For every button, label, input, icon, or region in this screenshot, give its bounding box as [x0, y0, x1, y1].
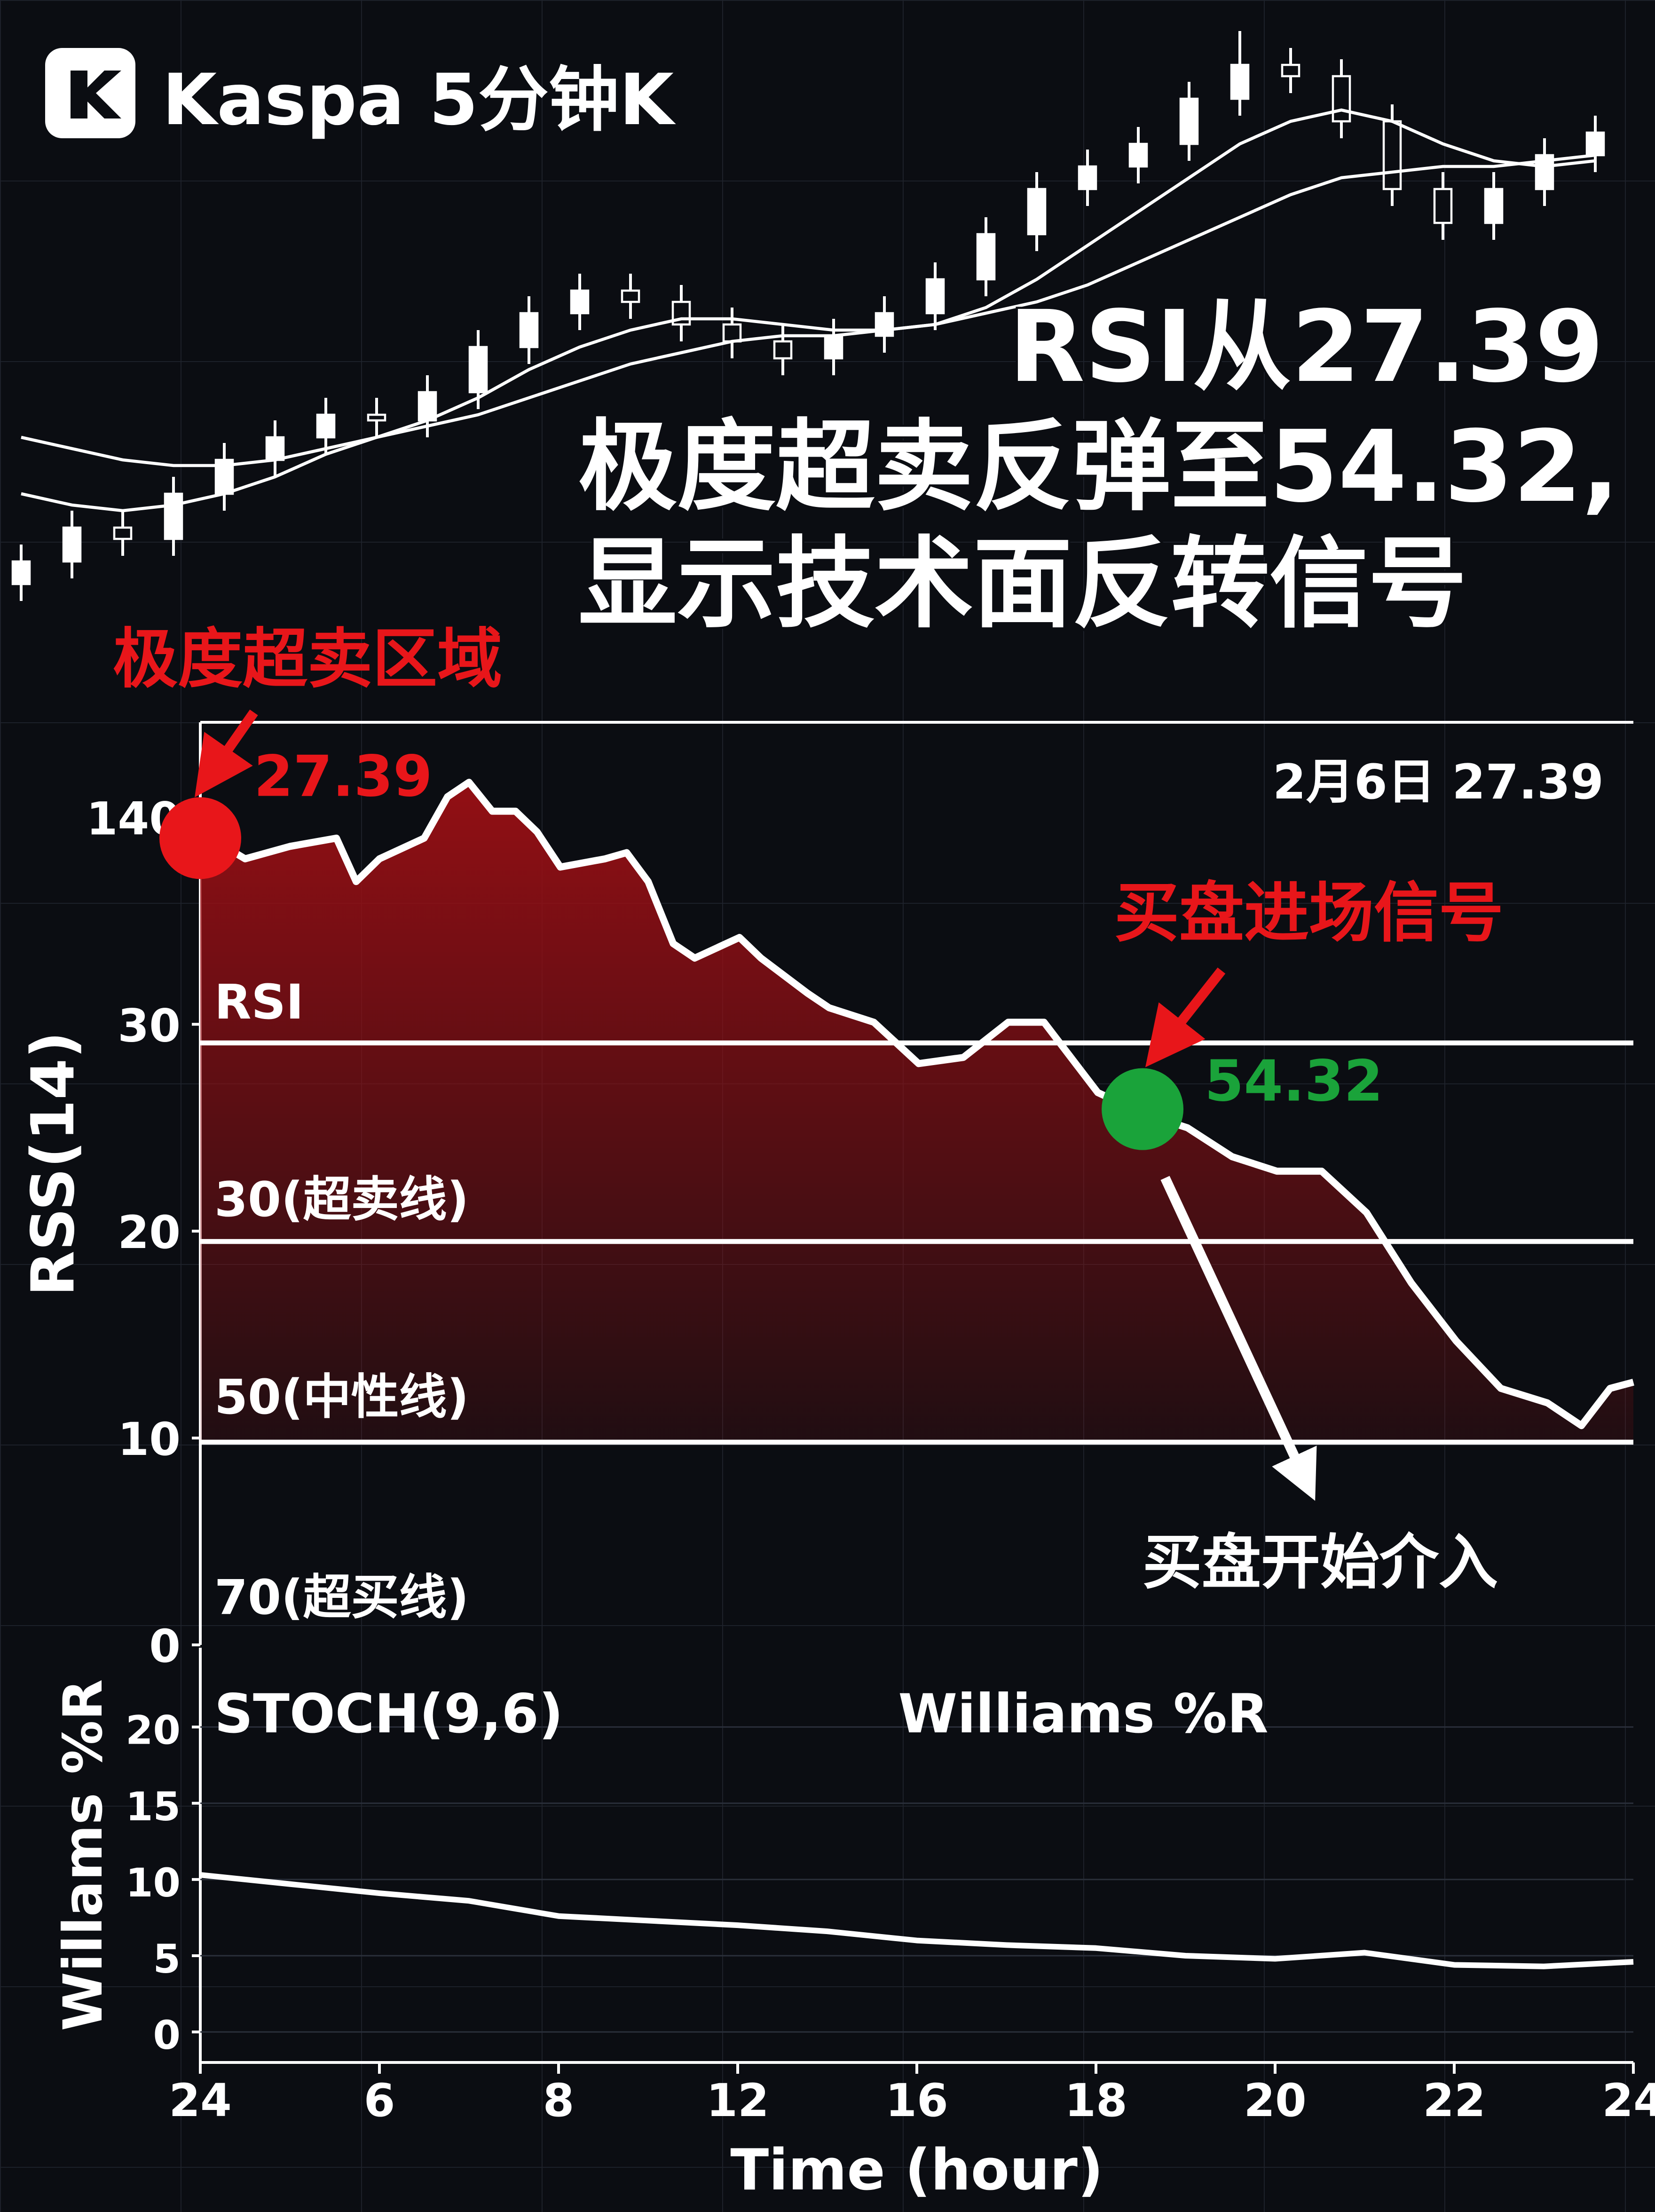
y-tick-label: 0	[153, 2012, 181, 2058]
candle-body	[164, 492, 183, 540]
moving-average	[21, 153, 1596, 467]
chart-title: Kaspa 5分钟K	[162, 59, 676, 141]
headline: 极度超卖反弹至54.32,	[578, 409, 1619, 524]
annotation: 50(中性线)	[214, 1369, 469, 1425]
y-tick-label: 30	[118, 999, 181, 1052]
candle-body	[1281, 63, 1300, 78]
candle-body	[722, 323, 742, 343]
candle-body	[1128, 142, 1148, 168]
x-tick-label: 6	[364, 2074, 395, 2127]
x-tick-label: 16	[885, 2074, 948, 2127]
signal-marker	[1102, 1068, 1184, 1150]
candle-body	[1179, 97, 1199, 145]
headline: RSI从27.39	[1009, 289, 1604, 404]
y-tick-label: 10	[118, 1413, 181, 1466]
x-tick-label: 12	[706, 2074, 769, 2127]
candle-body	[113, 526, 133, 540]
x-tick-label: 24	[1602, 2074, 1655, 2127]
y-tick-label: 0	[149, 1620, 181, 1673]
annotation: RSI	[214, 974, 304, 1030]
rsi-area	[200, 782, 1634, 1442]
annotation: 30(超卖线)	[214, 1172, 469, 1228]
annotation: STOCH(9,6)	[214, 1683, 563, 1745]
x-tick-label: 20	[1244, 2074, 1307, 2127]
arrow	[194, 709, 258, 798]
signal-marker	[159, 797, 242, 879]
headline: 显示技术面反转信号	[578, 526, 1467, 641]
candle-body	[1027, 188, 1047, 236]
y-tick-label: 20	[126, 1707, 181, 1754]
candle-body	[570, 289, 590, 315]
line-series	[198, 779, 1634, 1430]
candle-body	[11, 560, 31, 585]
y-tick-label: 20	[118, 1206, 181, 1259]
annotation: 买盘开始介入	[1143, 1528, 1498, 1597]
candle-body	[1382, 120, 1402, 190]
candle-body	[773, 340, 793, 360]
annotation: 买盘进场信号	[1114, 875, 1504, 951]
candle-body	[1484, 188, 1504, 224]
moving-average	[21, 108, 1596, 513]
candle-body	[925, 278, 945, 315]
candle-body	[1433, 188, 1453, 224]
candle-body	[1585, 131, 1605, 157]
candle-body	[468, 346, 488, 394]
candle-body	[976, 233, 996, 281]
candle-body	[62, 526, 82, 563]
candle-body	[875, 312, 894, 337]
candle-body	[519, 312, 539, 348]
candle-body	[1078, 165, 1097, 190]
line-series	[200, 1872, 1634, 1969]
x-tick-label: 18	[1064, 2074, 1127, 2127]
charts: Kaspa 5分钟K RSI从27.39极度超卖反弹至54.32,显示技术面反转信…	[11, 31, 1655, 2203]
y-tick-label: 10	[126, 1860, 181, 1906]
y-axis-title: Willams %R	[52, 1679, 114, 2031]
logo-mark	[71, 71, 122, 118]
annotation: 70(超买线)	[214, 1570, 469, 1626]
y-tick-label: 15	[126, 1784, 181, 1830]
x-tick-label: 8	[543, 2074, 575, 2127]
x-tick-label: 24	[169, 2074, 232, 2127]
y-tick-label: 5	[153, 1936, 181, 1982]
y-axis-title: RSS(14)	[18, 1031, 87, 1296]
marker-label: 27.39	[254, 744, 433, 809]
marker-label: 54.32	[1205, 1049, 1383, 1114]
arrow	[1160, 1176, 1317, 1501]
candle-body	[621, 289, 640, 303]
candle-body	[265, 436, 285, 461]
annotation: Williams %R	[898, 1683, 1268, 1745]
candle-body	[316, 413, 336, 439]
annotation: 2月6日 27.39	[1273, 754, 1604, 810]
candle-body	[671, 300, 691, 326]
arrow	[1145, 967, 1226, 1067]
candle-body	[824, 334, 843, 360]
candle-body	[1230, 63, 1250, 100]
candle-body	[1332, 75, 1351, 123]
x-tick-label: 22	[1423, 2074, 1486, 2127]
candle-body	[367, 413, 386, 422]
annotation: 极度超卖区域	[113, 621, 502, 697]
x-axis-title: Time (hour)	[730, 2138, 1103, 2203]
